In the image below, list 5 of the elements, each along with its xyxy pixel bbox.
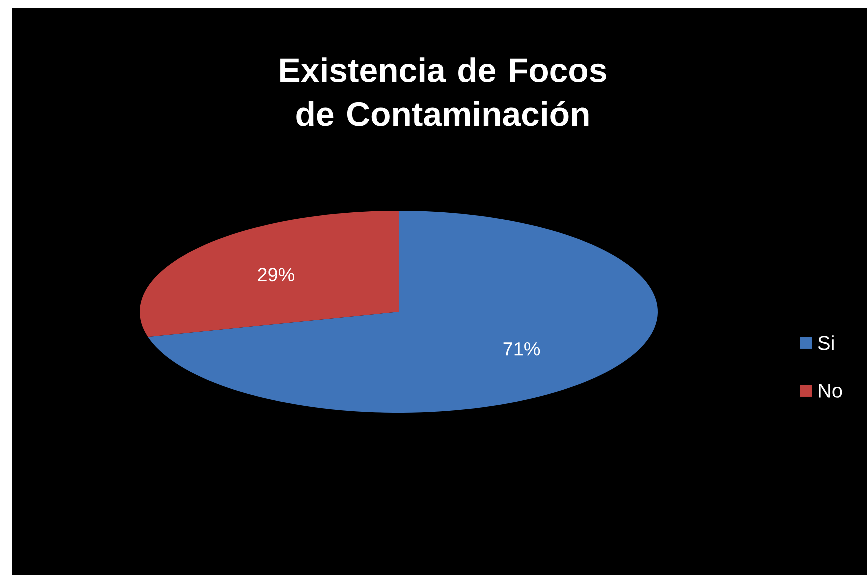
chart-title: Existencia de Focos de Contaminación (280, 58, 606, 126)
data-label: 71% (504, 342, 540, 356)
data-label: 29% (258, 268, 294, 282)
legend-label: Si (818, 336, 834, 350)
legend-label: No (819, 384, 842, 398)
